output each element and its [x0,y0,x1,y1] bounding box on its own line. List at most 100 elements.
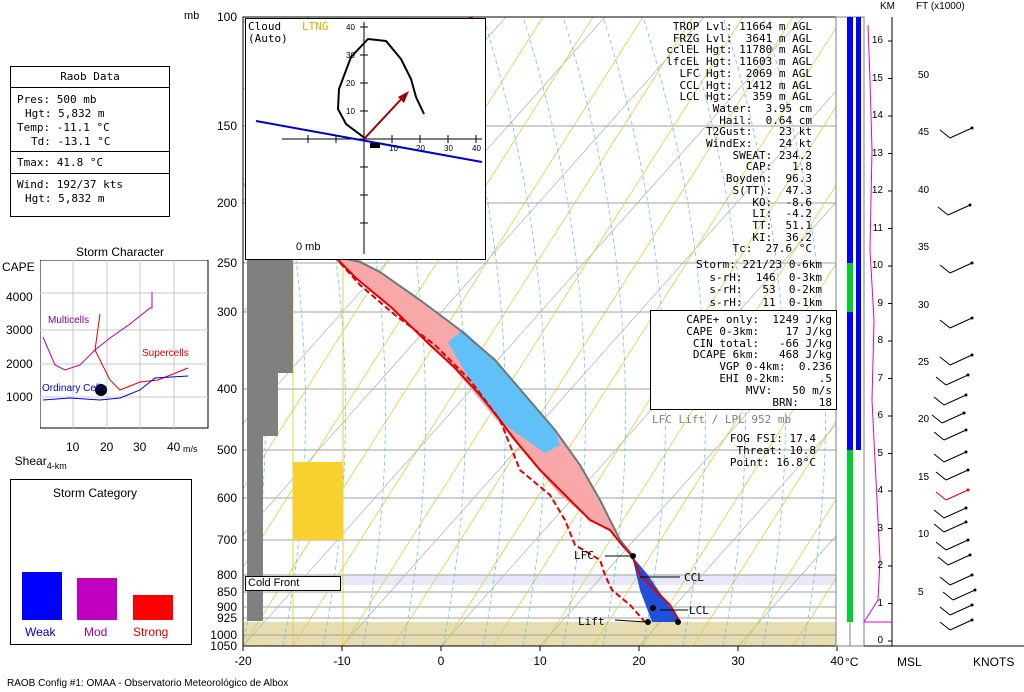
index-row-10: WindEx: 24 kt [706,137,812,150]
dry-adiabat [642,341,836,646]
hodo-blue-line [255,120,483,163]
wind-barb-feather [935,376,947,386]
hodograph: 10 20 30 40 10 20 30 40 [255,22,483,254]
wind-barb [949,354,973,366]
wind-barb-feather [933,453,945,463]
index-row-6: LCL Hgt: 359 m AGL [679,90,812,104]
hodo-title: Cloud [248,20,282,33]
wind-barb [949,619,973,631]
pressure-label-400: 400 [216,382,237,396]
ft-tick-15: 15 [918,471,930,483]
ft-tick-30: 30 [918,299,930,311]
temperature-unit: °C [845,655,859,669]
wind-barb-feather [933,431,945,441]
km-tick-15: 15 [871,72,883,84]
hodo-sub: (Auto) [248,32,288,45]
pressure-label-150: 150 [216,119,237,133]
pressure-label-600: 600 [216,491,237,505]
ccl-label: CCL [684,571,704,584]
temp-label-20: 20 [632,654,646,668]
wind-barb [941,412,965,424]
fog-row-2: Point: 16.8°C [729,456,816,469]
km-label: KM [880,1,895,12]
ft-tick-25: 25 [918,357,930,368]
layer-band [847,312,853,450]
cloud-column-2 [263,232,278,436]
cloud-layer-block [293,462,343,540]
lfc-lift-label: LFC Lift / LPL 952 mb [652,413,792,426]
index-row-16: LI: -4.2 [752,207,812,221]
zero-mb-label: 0 mb [296,241,321,253]
mod-label: Mod [84,625,108,639]
cape-row-5: EHI 0-2km: .5 [719,372,832,385]
parcel-line [333,255,634,557]
wind-barb-base [970,126,974,130]
wind-barb [949,604,973,616]
cloud-column-3 [278,232,293,373]
pressure-unit: mb [184,10,200,22]
cape-row-7: BRN: 18 [772,395,832,409]
cin-area [632,556,680,622]
weak-label: Weak [25,625,56,639]
fog-row-0: FOG FSI: 17.4 [729,432,816,445]
wind-barb [943,429,967,441]
cape-row-4: VGP 0-4km: 0.236 [719,360,832,374]
cloud-column [247,203,263,621]
wind-barb-base [966,373,970,377]
raob-title: Raob Data [11,67,169,88]
dry-adiabat [292,17,694,646]
dewpoint-line [333,255,646,623]
km-tick-16: 16 [871,35,883,46]
wind-barb-feather [939,129,951,139]
km-tick-5: 5 [877,447,883,459]
pressure-label-1000: 1000 [210,628,237,642]
multicells-boundary [42,292,153,371]
lift-point [645,619,651,625]
msl-label: MSL [897,655,922,669]
wind-barb [943,507,967,519]
wind-barb [952,589,976,601]
shear-label: Shear [14,454,47,468]
raob-temp: Temp: -11.1 °C [17,121,110,134]
hodo-tick-20: 20 [416,144,425,153]
wind-barb-base [966,538,970,542]
hodo-vtick-10: 10 [346,107,355,116]
wind-barb-feather [939,606,951,616]
index-row-8: Hail: 0.64 cm [719,113,812,127]
pressure-label-500: 500 [216,443,237,457]
wind-barb-base [970,353,974,357]
wind-barb-base [964,450,968,454]
km-tick-2: 2 [877,560,883,571]
layer-band [847,17,853,263]
raob-wind: Wind: 192/37 kts [17,178,123,191]
hodo-vtick-30: 30 [346,51,355,60]
index-row-17: TT: 51.1 [752,218,812,232]
index-row-0: TROP Lvl: 11664 m AGL [672,20,812,33]
dry-adiabat [392,17,794,646]
km-tick-12: 12 [871,185,883,196]
storm-row-0: Storm: 221/23 0-6km [696,258,822,271]
wind-barb-feather [939,319,951,329]
hail-growth-zone [448,330,560,453]
km-tick-14: 14 [871,110,883,121]
cape-row-1: CAPE 0-3km: 17 J/kg [686,324,832,338]
shear-tick-10: 10 [66,440,80,454]
cape-row-6: MVV: 50 m/s [745,383,832,397]
wind-barb-base [966,468,970,472]
cape-row-0: CAPE+ only: 1249 J/kg [686,313,832,326]
raob-td: Td: -13.1 °C [31,135,111,148]
wind-barb-feather [939,621,951,631]
wind-barb-base [962,411,966,415]
km-tick-13: 13 [871,147,883,159]
wind-barb-base [970,573,974,577]
cold-front-label: Cold Front [245,576,341,591]
dry-adiabat [692,420,836,646]
km-tick-10: 10 [871,260,883,271]
raob-data-panel: Raob Data Pres: 500 mb Hgt: 5,832 m Temp… [10,66,170,217]
storm-character-chart [40,260,209,429]
lift-pointer [614,619,647,623]
wind-barb-base [970,618,974,622]
wind-barb-feather [931,414,943,424]
temp-label-40: 40 [830,654,844,668]
index-row-5: CCL Hgt: 1412 m AGL [679,78,812,92]
